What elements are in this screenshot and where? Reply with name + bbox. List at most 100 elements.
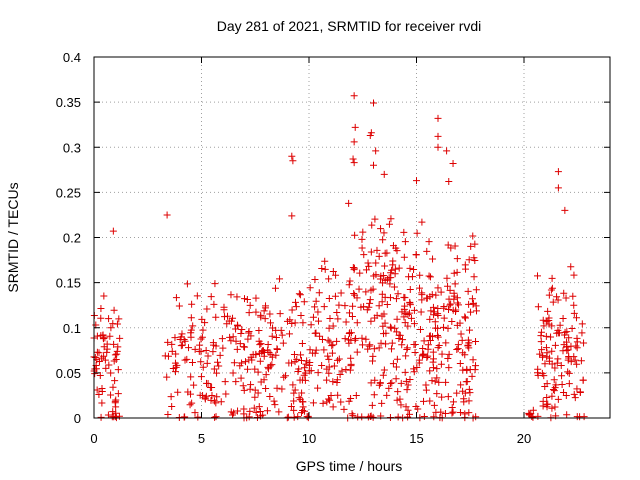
data-point: [392, 244, 400, 252]
data-point: [372, 259, 380, 267]
data-point: [401, 238, 409, 246]
data-point: [364, 259, 372, 267]
data-point: [444, 355, 452, 363]
data-point: [314, 308, 322, 316]
data-point: [91, 353, 99, 361]
data-point: [545, 316, 553, 324]
data-point: [255, 326, 263, 334]
data-point: [199, 326, 207, 334]
data-point: [358, 334, 366, 342]
data-point: [560, 289, 568, 297]
data-point: [171, 368, 179, 376]
data-point: [444, 393, 452, 401]
data-point: [109, 383, 117, 391]
data-point: [351, 336, 359, 344]
data-point: [543, 317, 551, 325]
data-point: [529, 413, 537, 421]
data-point: [423, 294, 431, 302]
data-point: [397, 401, 405, 409]
data-point: [199, 363, 207, 371]
data-point: [203, 379, 211, 387]
data-point: [470, 273, 478, 281]
data-point: [348, 313, 356, 321]
data-point: [298, 389, 306, 397]
data-point: [407, 314, 415, 322]
data-point: [353, 319, 361, 327]
y-axis-label: SRMTID / TECUs: [5, 182, 21, 292]
data-point: [217, 398, 225, 406]
data-point: [190, 381, 198, 389]
data-point: [302, 360, 310, 368]
data-point: [350, 290, 358, 298]
data-point: [355, 285, 363, 293]
data-point: [438, 350, 446, 358]
data-point: [349, 302, 357, 310]
data-point: [289, 157, 297, 165]
data-point: [292, 303, 300, 311]
data-point: [282, 372, 290, 380]
data-point: [262, 384, 270, 392]
data-point: [402, 403, 410, 411]
data-point: [413, 229, 421, 237]
data-point: [267, 319, 275, 327]
data-point: [548, 392, 556, 400]
data-point: [453, 321, 461, 329]
data-point: [173, 361, 181, 369]
data-point: [115, 412, 123, 420]
data-point: [328, 349, 336, 357]
data-point: [410, 306, 418, 314]
data-point: [461, 314, 469, 322]
data-point: [163, 211, 171, 219]
data-point: [557, 361, 565, 369]
data-point: [464, 287, 472, 295]
data-point: [568, 325, 576, 333]
data-point: [251, 393, 259, 401]
data-point: [262, 371, 270, 379]
data-point: [289, 381, 297, 389]
data-point: [427, 307, 435, 315]
data-point: [300, 364, 308, 372]
x-axis-label: GPS time / hours: [296, 458, 403, 474]
data-point: [549, 385, 557, 393]
data-point: [572, 314, 580, 322]
data-point: [428, 377, 436, 385]
data-point: [442, 378, 450, 386]
data-point: [437, 360, 445, 368]
data-point: [338, 367, 346, 375]
data-point: [253, 413, 261, 421]
data-point: [240, 386, 248, 394]
data-point: [404, 413, 412, 421]
data-point: [98, 399, 106, 407]
data-point: [573, 413, 581, 421]
data-point: [239, 382, 247, 390]
data-point: [287, 402, 295, 410]
data-point: [366, 132, 374, 140]
data-point: [570, 353, 578, 361]
data-point: [251, 365, 259, 373]
y-tick-label: 0.2: [63, 231, 81, 246]
data-point: [266, 392, 274, 400]
data-point: [98, 387, 106, 395]
data-point: [570, 301, 578, 309]
data-point: [413, 177, 420, 185]
data-point: [290, 413, 298, 421]
data-point: [167, 393, 175, 401]
data-point: [553, 359, 561, 367]
data-point: [424, 352, 432, 360]
data-point: [573, 344, 581, 352]
data-point: [577, 357, 585, 365]
data-point: [545, 354, 553, 362]
data-point: [434, 311, 442, 319]
data-point: [198, 333, 206, 341]
data-point: [295, 290, 303, 298]
data-point: [363, 306, 371, 314]
data-point: [434, 344, 442, 352]
data-point: [229, 369, 237, 377]
data-point: [201, 319, 209, 327]
data-point: [197, 335, 205, 343]
data-point: [312, 346, 320, 354]
data-point: [219, 344, 227, 352]
data-point: [429, 364, 437, 372]
data-point: [359, 228, 367, 236]
data-point: [290, 397, 298, 405]
